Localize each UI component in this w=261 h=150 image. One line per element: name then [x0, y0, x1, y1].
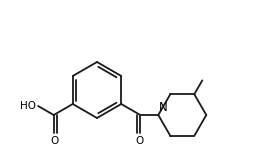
Text: O: O — [51, 136, 59, 146]
Text: N: N — [159, 101, 168, 114]
Text: HO: HO — [20, 101, 36, 111]
Text: O: O — [135, 136, 144, 146]
